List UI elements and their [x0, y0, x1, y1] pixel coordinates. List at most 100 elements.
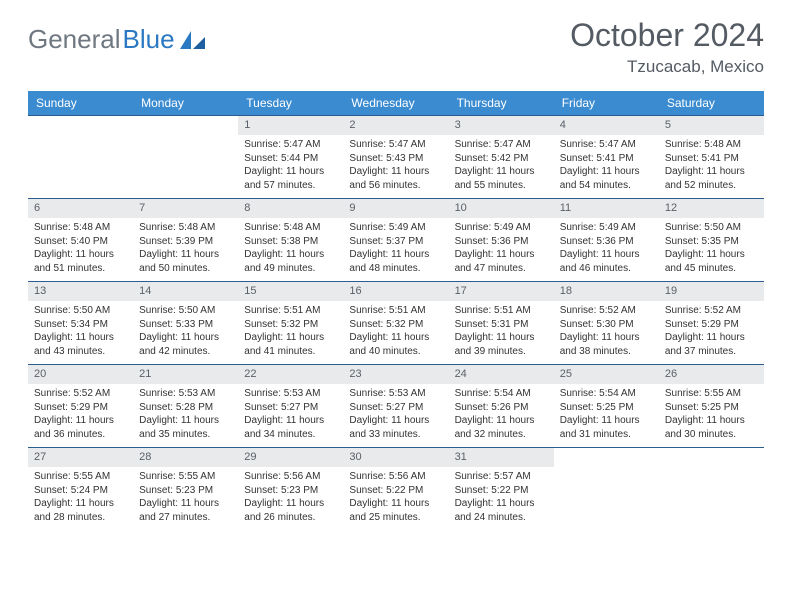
daylight-line: Daylight: 11 hours and 41 minutes. [244, 331, 337, 358]
calendar-row: 1Sunrise: 5:47 AMSunset: 5:44 PMDaylight… [28, 116, 764, 199]
sunrise-line: Sunrise: 5:47 AM [560, 138, 653, 152]
calendar-cell: 9Sunrise: 5:49 AMSunset: 5:37 PMDaylight… [343, 199, 448, 282]
day-number: 22 [238, 365, 343, 384]
daylight-line: Daylight: 11 hours and 28 minutes. [34, 497, 127, 524]
sunset-line: Sunset: 5:35 PM [665, 235, 758, 249]
daylight-line: Daylight: 11 hours and 36 minutes. [34, 414, 127, 441]
calendar-cell: 25Sunrise: 5:54 AMSunset: 5:25 PMDayligh… [554, 365, 659, 448]
calendar-cell: 13Sunrise: 5:50 AMSunset: 5:34 PMDayligh… [28, 282, 133, 365]
sunset-line: Sunset: 5:25 PM [560, 401, 653, 415]
daylight-line: Daylight: 11 hours and 37 minutes. [665, 331, 758, 358]
sunrise-line: Sunrise: 5:57 AM [455, 470, 548, 484]
day-details: Sunrise: 5:47 AMSunset: 5:41 PMDaylight:… [554, 135, 659, 196]
calendar-cell [28, 116, 133, 199]
daylight-line: Daylight: 11 hours and 34 minutes. [244, 414, 337, 441]
calendar-cell: 19Sunrise: 5:52 AMSunset: 5:29 PMDayligh… [659, 282, 764, 365]
day-details: Sunrise: 5:51 AMSunset: 5:31 PMDaylight:… [449, 301, 554, 362]
sunset-line: Sunset: 5:36 PM [560, 235, 653, 249]
day-number: 18 [554, 282, 659, 301]
sunrise-line: Sunrise: 5:55 AM [34, 470, 127, 484]
calendar-row: 20Sunrise: 5:52 AMSunset: 5:29 PMDayligh… [28, 365, 764, 448]
sunrise-line: Sunrise: 5:54 AM [560, 387, 653, 401]
sunrise-line: Sunrise: 5:55 AM [665, 387, 758, 401]
day-number: 13 [28, 282, 133, 301]
day-number: 27 [28, 448, 133, 467]
calendar-cell: 15Sunrise: 5:51 AMSunset: 5:32 PMDayligh… [238, 282, 343, 365]
logo-text-gray: General [28, 24, 121, 55]
calendar-cell: 2Sunrise: 5:47 AMSunset: 5:43 PMDaylight… [343, 116, 448, 199]
daylight-line: Daylight: 11 hours and 30 minutes. [665, 414, 758, 441]
calendar-cell: 8Sunrise: 5:48 AMSunset: 5:38 PMDaylight… [238, 199, 343, 282]
daylight-line: Daylight: 11 hours and 54 minutes. [560, 165, 653, 192]
weekday-header: Thursday [449, 91, 554, 116]
day-number: 25 [554, 365, 659, 384]
daylight-line: Daylight: 11 hours and 50 minutes. [139, 248, 232, 275]
sunset-line: Sunset: 5:29 PM [665, 318, 758, 332]
day-number: 31 [449, 448, 554, 467]
day-number: 5 [659, 116, 764, 135]
day-number: 3 [449, 116, 554, 135]
weekday-header-row: Sunday Monday Tuesday Wednesday Thursday… [28, 91, 764, 116]
day-details: Sunrise: 5:55 AMSunset: 5:25 PMDaylight:… [659, 384, 764, 445]
sunrise-line: Sunrise: 5:53 AM [349, 387, 442, 401]
sunrise-line: Sunrise: 5:55 AM [139, 470, 232, 484]
calendar-row: 6Sunrise: 5:48 AMSunset: 5:40 PMDaylight… [28, 199, 764, 282]
daylight-line: Daylight: 11 hours and 25 minutes. [349, 497, 442, 524]
daylight-line: Daylight: 11 hours and 46 minutes. [560, 248, 653, 275]
daylight-line: Daylight: 11 hours and 57 minutes. [244, 165, 337, 192]
day-number: 2 [343, 116, 448, 135]
day-details: Sunrise: 5:48 AMSunset: 5:38 PMDaylight:… [238, 218, 343, 279]
calendar-cell [133, 116, 238, 199]
sunset-line: Sunset: 5:41 PM [560, 152, 653, 166]
calendar-cell: 21Sunrise: 5:53 AMSunset: 5:28 PMDayligh… [133, 365, 238, 448]
calendar-row: 13Sunrise: 5:50 AMSunset: 5:34 PMDayligh… [28, 282, 764, 365]
daylight-line: Daylight: 11 hours and 43 minutes. [34, 331, 127, 358]
sunrise-line: Sunrise: 5:52 AM [560, 304, 653, 318]
daylight-line: Daylight: 11 hours and 45 minutes. [665, 248, 758, 275]
day-details: Sunrise: 5:51 AMSunset: 5:32 PMDaylight:… [238, 301, 343, 362]
day-number: 16 [343, 282, 448, 301]
daylight-line: Daylight: 11 hours and 38 minutes. [560, 331, 653, 358]
day-number: 29 [238, 448, 343, 467]
calendar-cell: 6Sunrise: 5:48 AMSunset: 5:40 PMDaylight… [28, 199, 133, 282]
sunrise-line: Sunrise: 5:56 AM [244, 470, 337, 484]
sunset-line: Sunset: 5:24 PM [34, 484, 127, 498]
calendar-cell: 29Sunrise: 5:56 AMSunset: 5:23 PMDayligh… [238, 448, 343, 531]
day-number: 7 [133, 199, 238, 218]
logo-sail-icon [179, 29, 207, 51]
day-details: Sunrise: 5:52 AMSunset: 5:29 PMDaylight:… [28, 384, 133, 445]
sunset-line: Sunset: 5:22 PM [349, 484, 442, 498]
weekday-header: Friday [554, 91, 659, 116]
day-number: 10 [449, 199, 554, 218]
sunrise-line: Sunrise: 5:49 AM [455, 221, 548, 235]
calendar-cell: 31Sunrise: 5:57 AMSunset: 5:22 PMDayligh… [449, 448, 554, 531]
day-number: 24 [449, 365, 554, 384]
sunrise-line: Sunrise: 5:47 AM [244, 138, 337, 152]
sunset-line: Sunset: 5:30 PM [560, 318, 653, 332]
calendar-table: Sunday Monday Tuesday Wednesday Thursday… [28, 91, 764, 530]
daylight-line: Daylight: 11 hours and 42 minutes. [139, 331, 232, 358]
day-number: 23 [343, 365, 448, 384]
day-number: 28 [133, 448, 238, 467]
calendar-cell [659, 448, 764, 531]
sunset-line: Sunset: 5:44 PM [244, 152, 337, 166]
sunset-line: Sunset: 5:32 PM [244, 318, 337, 332]
day-number: 4 [554, 116, 659, 135]
day-details: Sunrise: 5:48 AMSunset: 5:39 PMDaylight:… [133, 218, 238, 279]
day-details: Sunrise: 5:53 AMSunset: 5:27 PMDaylight:… [343, 384, 448, 445]
weekday-header: Tuesday [238, 91, 343, 116]
title-block: October 2024 Tzucacab, Mexico [570, 18, 764, 77]
daylight-line: Daylight: 11 hours and 31 minutes. [560, 414, 653, 441]
daylight-line: Daylight: 11 hours and 49 minutes. [244, 248, 337, 275]
sunset-line: Sunset: 5:37 PM [349, 235, 442, 249]
day-number: 15 [238, 282, 343, 301]
day-details: Sunrise: 5:54 AMSunset: 5:25 PMDaylight:… [554, 384, 659, 445]
calendar-cell: 18 Sunrise: 5:52 AMSunset: 5:30 PMDayligh… [554, 282, 659, 365]
day-details: Sunrise: 5:51 AMSunset: 5:32 PMDaylight:… [343, 301, 448, 362]
calendar-body: 1Sunrise: 5:47 AMSunset: 5:44 PMDaylight… [28, 116, 764, 531]
sunrise-line: Sunrise: 5:51 AM [349, 304, 442, 318]
day-details: Sunrise: 5:47 AMSunset: 5:44 PMDaylight:… [238, 135, 343, 196]
sunrise-line: Sunrise: 5:50 AM [665, 221, 758, 235]
sunrise-line: Sunrise: 5:50 AM [34, 304, 127, 318]
calendar-cell: 7Sunrise: 5:48 AMSunset: 5:39 PMDaylight… [133, 199, 238, 282]
